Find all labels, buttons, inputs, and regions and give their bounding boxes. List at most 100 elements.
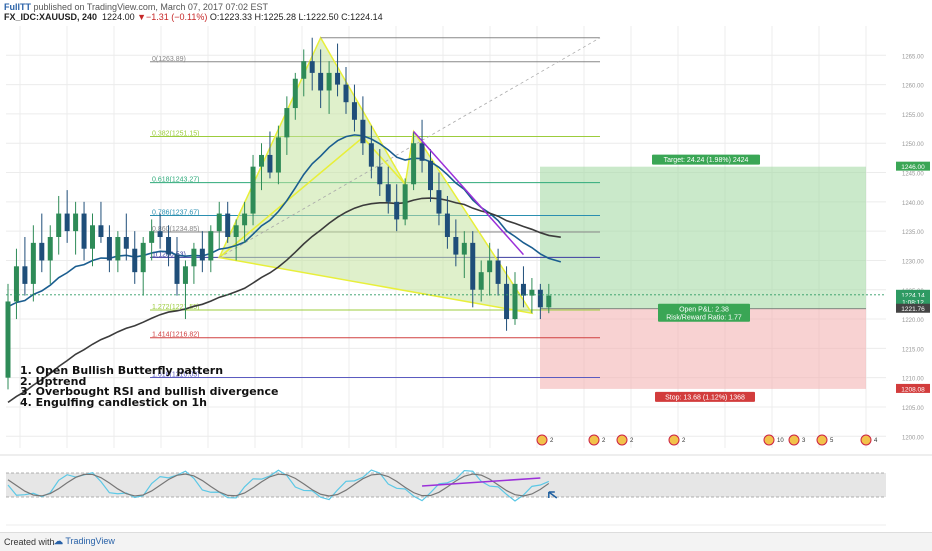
candle-body — [73, 213, 79, 232]
candle-body — [301, 61, 307, 79]
pnl-label-bg — [658, 303, 750, 322]
candle-body — [242, 213, 248, 226]
publish-info: FullTT published on TradingView.com, Mar… — [4, 2, 268, 12]
stop-zone — [540, 308, 866, 389]
candle-body — [250, 166, 256, 214]
candle-body — [309, 61, 315, 73]
y-tick-label: 1235.00 — [902, 230, 924, 236]
y-tick-label: 1215.00 — [902, 347, 924, 353]
price-tag-bg — [896, 161, 930, 171]
price-chart[interactable]: 1200.001205.001210.001215.001220.001225.… — [0, 0, 932, 532]
tradingview-logo[interactable]: ☁ TradingView — [54, 536, 115, 546]
candle-body — [343, 84, 349, 103]
candle-body — [394, 201, 400, 220]
event-count: 2 — [602, 438, 606, 444]
fib-level-label: 0.618(1243.27) — [152, 177, 199, 184]
stoch-d-line — [7, 473, 550, 497]
ohlc-high: H:1225.28 — [254, 12, 297, 22]
candle-body — [385, 184, 391, 202]
event-count: 2 — [630, 438, 634, 444]
candle-body — [377, 166, 383, 185]
stop-label-bg — [655, 391, 755, 402]
trade-notes: 1. Open Bullish Butterfly pattern 2. Upt… — [20, 364, 278, 408]
candle-body — [520, 283, 526, 296]
candle-body — [504, 283, 510, 320]
event-flag-icon — [536, 434, 548, 446]
event-count: 2 — [550, 438, 554, 444]
event-count: 10 — [777, 438, 784, 444]
target-label-bg — [652, 154, 760, 165]
candle-body — [453, 237, 459, 255]
candle-body — [495, 260, 501, 284]
stoch-k-line — [7, 469, 550, 502]
ema-slow-line — [7, 197, 561, 404]
bearish-trendline — [413, 131, 525, 256]
candle-body — [487, 260, 493, 273]
event-flag-icon — [616, 434, 628, 446]
fib-level-label: 0(1263.89) — [152, 56, 186, 63]
y-tick-label: 1260.00 — [902, 84, 924, 90]
price-tag-bg — [896, 303, 930, 313]
candle-body — [216, 213, 222, 232]
note-2: 2. Uptrend — [20, 374, 87, 388]
candle-body — [225, 213, 231, 237]
y-tick-label: 1240.00 — [902, 201, 924, 207]
candle-body — [402, 184, 408, 220]
event-flag-icon — [763, 434, 775, 446]
candle-body — [191, 248, 197, 267]
candle-body — [470, 242, 476, 290]
target-label: Target: 24.24 (1.98%) 2424 — [664, 157, 749, 164]
price-tag: 1208.08 — [901, 386, 925, 393]
candle-body — [478, 272, 484, 290]
price-tag: 1:08:12 — [902, 299, 924, 306]
candle-body — [335, 72, 341, 85]
ohlc-low: L:1222.50 — [298, 12, 339, 22]
y-tick-label: 1205.00 — [902, 406, 924, 412]
event-flag-icon — [788, 434, 800, 446]
candle-body — [267, 154, 273, 173]
y-tick-label: 1265.00 — [902, 54, 924, 60]
fib-level-label: 1.414(1216.82) — [152, 332, 199, 339]
created-with-text: Created with — [4, 537, 55, 547]
candle-body — [461, 242, 467, 255]
price-tag-bg — [896, 289, 930, 299]
candle-body — [81, 213, 87, 249]
divergence-line — [421, 477, 541, 487]
ema-fast-line — [7, 134, 562, 308]
candle-body — [529, 289, 535, 296]
candle-body — [174, 254, 180, 284]
stop-label: Stop: 13.68 (1.12%) 1368 — [665, 394, 745, 401]
price-tag: 1221.76 — [901, 306, 925, 313]
author-name[interactable]: FullTT — [4, 2, 31, 12]
event-flag-icon — [816, 434, 828, 446]
candle-body — [318, 72, 324, 91]
candle-body — [132, 248, 138, 273]
ohlc-close: C:1224.14 — [341, 12, 383, 22]
publish-text: published on TradingView.com, March 07, … — [31, 2, 268, 12]
rr-label: Risk/Reward Ratio: 1.77 — [666, 315, 742, 322]
candle-body — [115, 237, 121, 261]
y-tick-label: 1220.00 — [902, 318, 924, 324]
y-tick-label: 1200.00 — [902, 435, 924, 441]
candle-body — [199, 248, 205, 261]
candle-body — [233, 225, 239, 237]
y-tick-label: 1250.00 — [902, 142, 924, 148]
note-1: 1. Open Bullish Butterfly pattern — [20, 364, 224, 377]
fib-level-label: 0.786(1237.67) — [152, 209, 199, 216]
event-count: 5 — [830, 438, 834, 444]
candle-body — [64, 213, 70, 232]
candle-body — [208, 231, 214, 261]
candle-body — [259, 154, 264, 167]
candle-body — [5, 301, 11, 378]
candle-body — [537, 289, 543, 308]
candle-body — [512, 283, 518, 320]
fib-level-label: 1.272(1221.55) — [152, 304, 199, 311]
candle-body — [157, 231, 163, 237]
candle-body — [149, 231, 155, 243]
y-tick-label: 1255.00 — [902, 113, 924, 119]
candle-body — [292, 78, 298, 109]
price-change: ▼−1.31 (−0.11%) — [137, 12, 208, 22]
candle-body — [436, 190, 442, 214]
event-flag-icon — [860, 434, 872, 446]
divergence-arrow-icon — [548, 491, 558, 499]
